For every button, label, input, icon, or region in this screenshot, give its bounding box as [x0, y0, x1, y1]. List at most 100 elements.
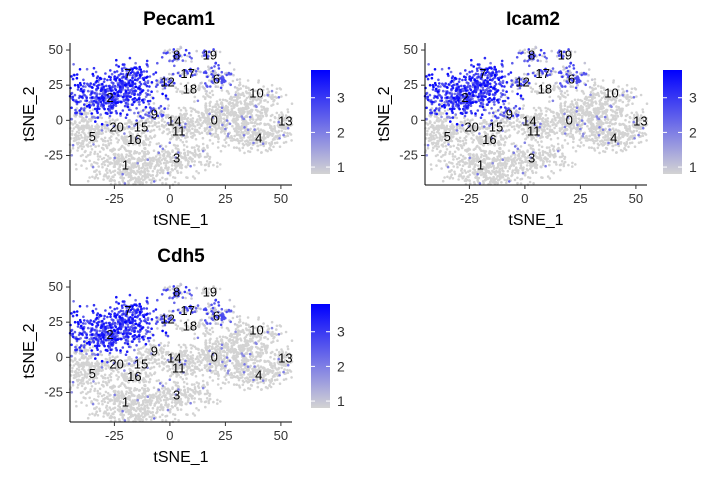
cell-point — [151, 169, 155, 173]
cell-point — [443, 159, 447, 163]
cell-point — [70, 133, 74, 136]
cell-point — [126, 173, 129, 176]
cell-point — [426, 123, 430, 126]
cell-point — [146, 152, 150, 156]
cell-point — [620, 107, 623, 111]
cell-point — [114, 77, 118, 81]
cell-point — [137, 86, 141, 90]
cell-point — [217, 118, 221, 121]
cell-point — [451, 177, 455, 180]
cell-point — [141, 109, 145, 112]
cell-point — [248, 138, 252, 142]
cell-point — [146, 81, 150, 84]
cell-point — [188, 121, 191, 124]
cell-point — [563, 139, 567, 142]
cell-point — [100, 157, 104, 161]
cell-point — [223, 132, 227, 135]
cluster-label-6: 6 — [213, 72, 220, 87]
x-tick-label: 25 — [218, 191, 232, 206]
cell-point — [453, 150, 457, 154]
cell-point — [131, 177, 134, 181]
cell-point — [89, 144, 93, 148]
cell-point — [130, 154, 133, 158]
cell-point — [106, 176, 109, 180]
cell-point — [602, 106, 605, 110]
cell-point — [219, 127, 223, 130]
cell-point — [105, 121, 109, 124]
cell-point — [541, 150, 545, 153]
cell-point — [586, 101, 589, 105]
cell-point — [181, 59, 185, 62]
cell-point — [561, 144, 564, 147]
cell-point — [592, 108, 596, 112]
cell-point — [219, 115, 222, 119]
cell-point — [585, 136, 589, 139]
cell-point — [91, 116, 94, 119]
cluster-label-10: 10 — [249, 86, 263, 101]
cell-point — [91, 86, 94, 89]
cell-point — [235, 116, 239, 119]
cell-point — [238, 115, 241, 118]
cell-point — [217, 105, 221, 109]
cell-point — [106, 171, 109, 175]
cell-point — [254, 120, 257, 124]
cell-point — [433, 137, 436, 140]
cell-point — [122, 138, 125, 142]
cell-point — [260, 108, 264, 111]
cell-point — [266, 87, 269, 91]
cell-point — [157, 125, 161, 128]
cell-point — [125, 153, 128, 156]
cell-point — [628, 125, 631, 128]
cell-point — [119, 112, 122, 115]
cell-point — [164, 94, 168, 97]
cell-point — [441, 120, 444, 123]
cell-point — [138, 73, 142, 77]
cell-point — [135, 107, 138, 110]
cell-point — [461, 155, 465, 158]
cell-point — [518, 120, 521, 124]
cell-point — [572, 118, 576, 121]
cell-point — [608, 124, 612, 128]
cell-point — [450, 173, 454, 176]
cell-point — [587, 104, 591, 107]
cell-point — [558, 129, 562, 132]
cell-point — [548, 163, 551, 167]
cell-point — [208, 107, 211, 111]
cell-point — [97, 135, 100, 138]
cell-point — [586, 124, 589, 128]
cell-point — [515, 158, 518, 162]
cell-point — [464, 161, 468, 164]
cell-point — [628, 115, 632, 119]
cell-point — [238, 96, 241, 99]
cell-point — [220, 110, 223, 113]
cell-point — [221, 78, 224, 82]
cell-point — [78, 81, 82, 85]
cell-point — [100, 132, 103, 135]
cell-point — [519, 166, 522, 170]
cluster-label-13: 13 — [278, 114, 292, 129]
cell-point — [100, 87, 103, 91]
cell-point — [236, 94, 240, 97]
cell-point — [137, 170, 140, 174]
cell-point — [214, 112, 218, 115]
cell-point — [571, 146, 575, 149]
cell-point — [226, 111, 229, 115]
cell-point — [543, 121, 546, 124]
cell-point — [517, 130, 520, 133]
cell-point — [95, 161, 98, 165]
cell-point — [262, 132, 266, 136]
cell-point — [191, 127, 194, 130]
cell-point — [161, 92, 164, 96]
cell-point — [263, 130, 266, 133]
cell-point — [476, 144, 479, 148]
cell-point — [559, 116, 562, 120]
cell-point — [212, 125, 216, 128]
cell-point — [235, 119, 238, 122]
cell-point — [574, 163, 577, 166]
cell-point — [73, 83, 77, 87]
cell-point — [136, 93, 140, 96]
cell-point — [439, 133, 442, 137]
cell-point — [109, 161, 112, 164]
cell-point — [609, 108, 613, 112]
cell-point — [108, 169, 111, 172]
